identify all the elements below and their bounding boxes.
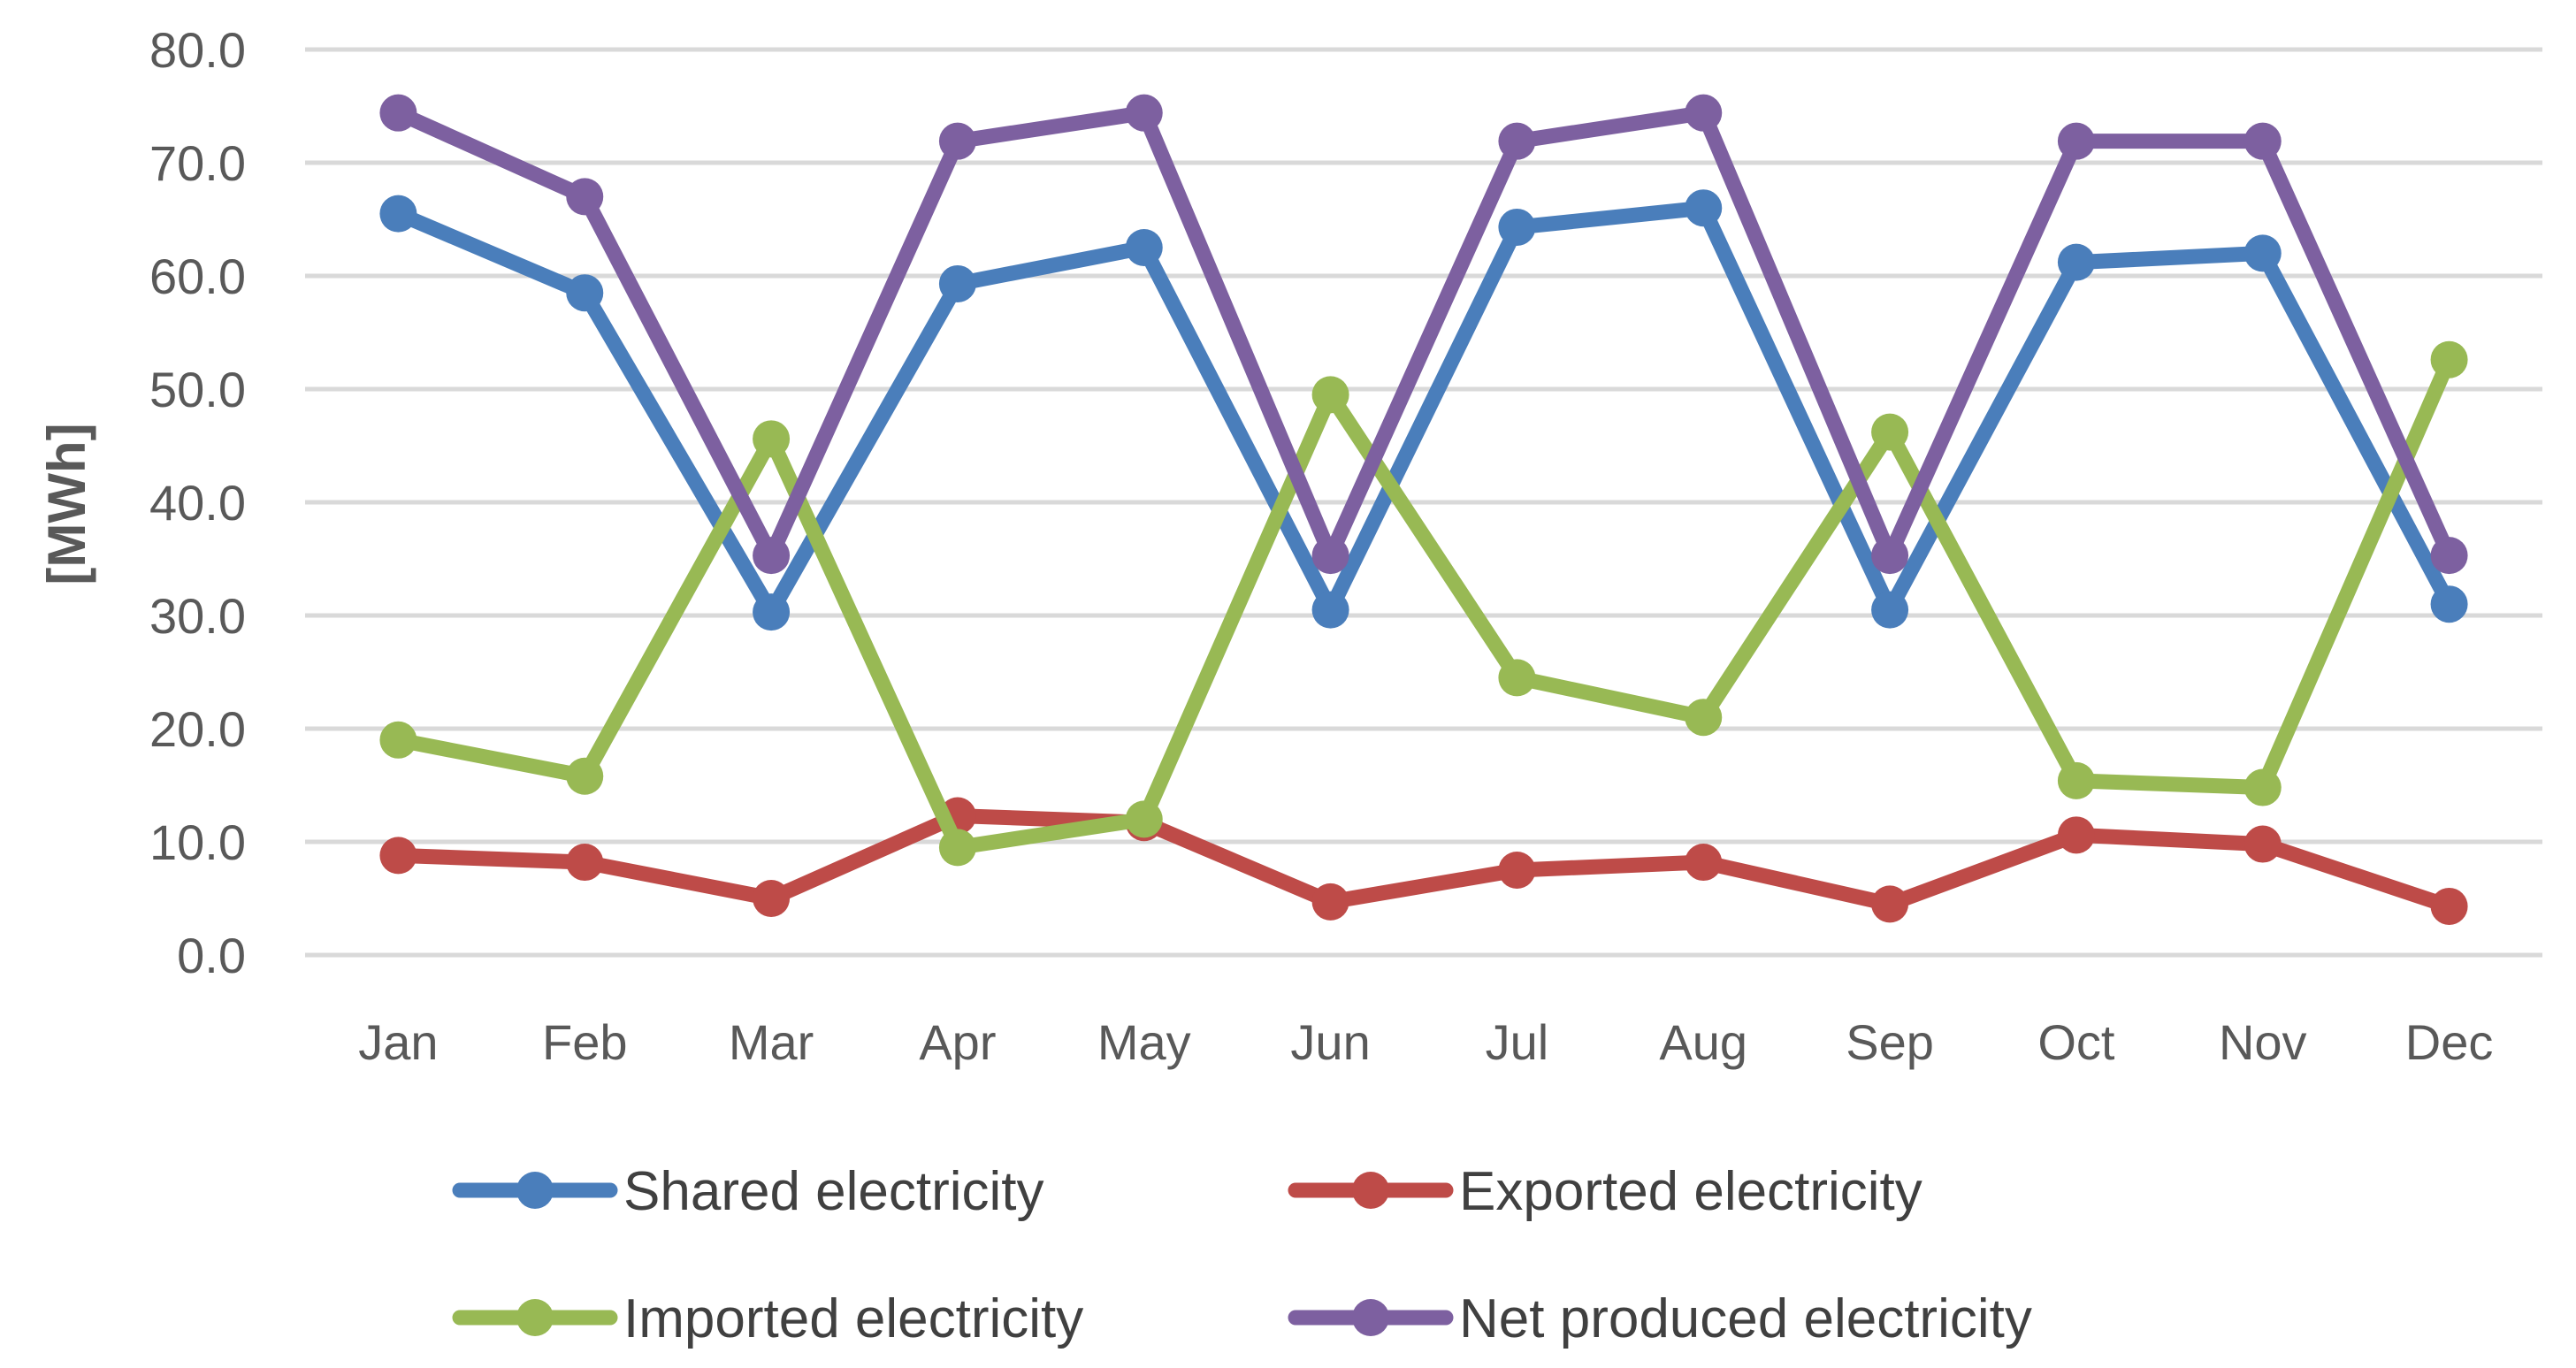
y-tick-label: 0.0 [177,928,246,983]
data-point [1498,208,1536,246]
data-point [1871,413,1909,451]
legend-item: Net produced electricity [1288,1288,2032,1349]
legend-item: Shared electricity [452,1161,1044,1222]
series-line [390,808,2458,914]
data-point [1685,844,1723,882]
legend-label: Imported electricity [623,1288,1083,1349]
x-tick-label: Feb [542,1014,628,1070]
data-point [1311,537,1349,575]
data-point [2057,761,2095,799]
x-tick-label: Sep [1846,1014,1934,1070]
data-point [2057,816,2095,854]
data-point [1498,659,1536,697]
data-point [1311,376,1349,414]
data-point [2243,825,2282,863]
legend-label: Shared electricity [623,1161,1044,1222]
data-point [1871,885,1909,923]
x-tick-label: Oct [2037,1014,2115,1070]
x-tick-label: Apr [919,1014,996,1070]
legend-label: Exported electricity [1459,1161,1922,1222]
data-point [379,94,417,132]
data-point [753,880,791,917]
x-tick-label: May [1097,1014,1191,1070]
y-axis-title: [MWh] [37,423,96,585]
y-tick-label: 10.0 [149,814,246,870]
legend-item: Exported electricity [1288,1161,1922,1222]
data-point [1685,699,1723,737]
data-point [2243,122,2282,160]
y-tick-label: 20.0 [149,701,246,757]
legend-marker [516,1172,554,1209]
series-group [379,94,2468,925]
data-point [753,593,791,631]
data-point [2430,887,2468,925]
series-line [390,200,2458,620]
y-tick-label: 70.0 [149,135,246,191]
legend-label: Net produced electricity [1459,1288,2032,1349]
data-point [2430,340,2468,378]
y-tick-label: 30.0 [149,588,246,644]
series-3 [379,94,2468,575]
data-point [2057,243,2095,281]
data-point [566,274,604,312]
legend-marker [1352,1172,1389,1209]
data-point [753,420,791,458]
data-point [753,537,791,575]
data-point [1311,591,1349,629]
y-tick-label: 60.0 [149,248,246,304]
data-point [1125,94,1163,132]
data-point [2243,768,2282,806]
data-point [566,757,604,795]
x-tick-label: Dec [2405,1014,2494,1070]
data-point [566,844,604,882]
y-axis-ticks: 0.0 10.0 20.0 30.0 40.0 50.0 60.0 70.0 80.0 [149,22,246,983]
data-point [938,264,976,302]
data-point [2430,537,2468,575]
x-tick-label: Jun [1290,1014,1370,1070]
x-axis-ticks: Jan Feb Mar Apr May Jun Jul Aug Sep Oct Nov Dec [358,1014,2493,1070]
data-point [1311,883,1349,921]
y-tick-label: 80.0 [149,22,246,78]
data-point [379,837,417,875]
y-tick-label: 40.0 [149,475,246,531]
data-point [2057,122,2095,160]
data-point [1125,800,1163,838]
series-0 [379,189,2468,631]
series-1 [379,797,2468,925]
data-point [938,122,976,160]
data-point [2430,585,2468,623]
legend-marker [1352,1299,1389,1336]
data-point [1871,537,1909,575]
x-tick-label: Jul [1486,1014,1549,1070]
data-point [1685,189,1723,227]
x-tick-label: Aug [1659,1014,1747,1070]
data-point [379,195,417,233]
x-tick-label: Jan [358,1014,438,1070]
gridlines [305,47,2542,958]
legend: Shared electricity Exported electricity Im… [452,1161,2032,1349]
x-tick-label: Nov [2219,1014,2307,1070]
data-point [1498,122,1536,160]
series-line [390,105,2458,563]
legend-item: Imported electricity [452,1288,1083,1349]
y-tick-label: 50.0 [149,362,246,417]
data-point [379,721,417,759]
data-point [1871,591,1909,629]
data-point [938,829,976,867]
data-point [1125,229,1163,266]
data-point [1685,94,1723,132]
data-point [1498,852,1536,889]
data-point [2243,234,2282,272]
data-point [566,178,604,216]
legend-marker [516,1299,554,1336]
x-tick-label: Mar [729,1014,814,1070]
